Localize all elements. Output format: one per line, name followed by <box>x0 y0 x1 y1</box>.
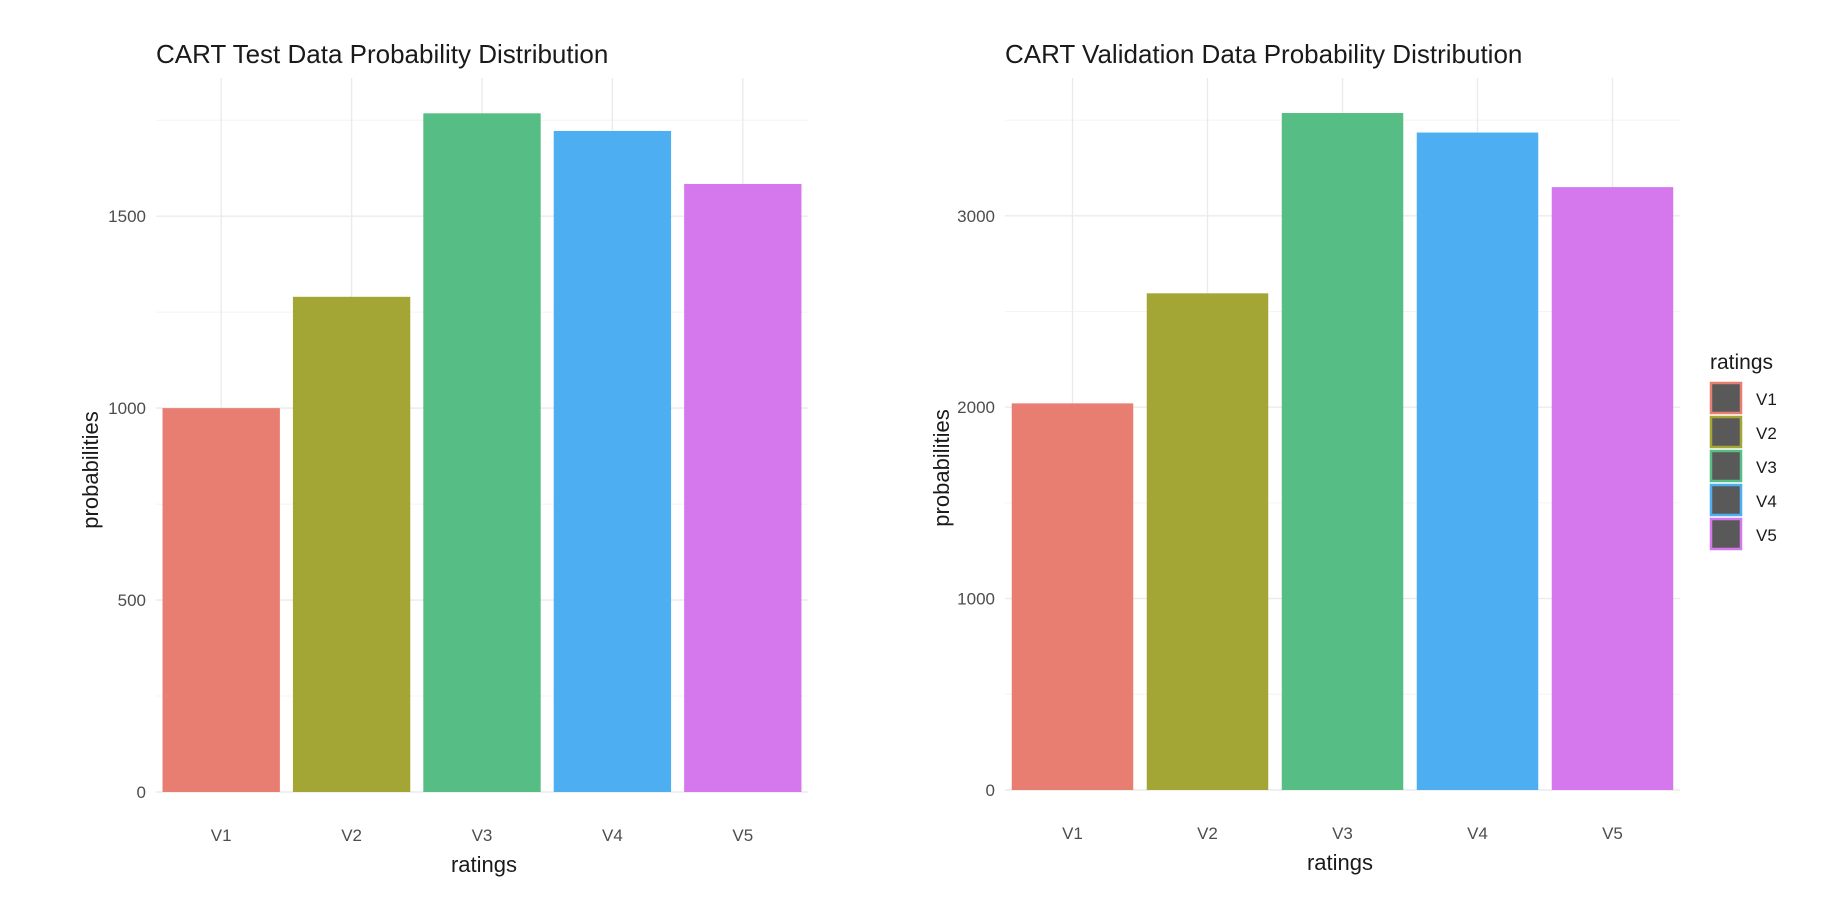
legend-title: ratings <box>1710 351 1773 374</box>
validation-chart-bar-v5 <box>1551 187 1674 790</box>
legend: ratings V1 V2 V3 V4 V5 <box>1709 351 1777 551</box>
validation-chart-x-axis-label: ratings <box>1307 850 1373 875</box>
test-chart-x-tick-label: V4 <box>602 826 623 845</box>
validation-chart-x-tick-label: V2 <box>1197 824 1218 843</box>
test-chart-x-tick-label: V1 <box>211 826 232 845</box>
test-chart-x-tick-label: V5 <box>732 826 753 845</box>
test-chart-x-tick-label: V2 <box>341 826 362 845</box>
validation-chart-x-ticks: V1 V2 V3 V4 V5 <box>1062 824 1623 843</box>
legend-key-v2 <box>1709 415 1743 449</box>
test-chart-bar-v3 <box>423 113 541 792</box>
validation-chart-y-tick-label: 2000 <box>957 398 995 417</box>
legend-key-v5 <box>1709 517 1743 551</box>
legend-label-v2: V2 <box>1756 424 1777 443</box>
validation-chart-y-tick-label: 3000 <box>957 207 995 226</box>
validation-chart-panel: CART Validation Data Probability Distrib… <box>929 39 1680 875</box>
test-chart-y-tick-label: 1500 <box>108 207 146 226</box>
legend-label-v1: V1 <box>1756 390 1777 409</box>
validation-chart-title: CART Validation Data Probability Distrib… <box>1005 39 1522 69</box>
legend-label-v3: V3 <box>1756 458 1777 477</box>
validation-chart-y-tick-label: 1000 <box>957 590 995 609</box>
test-chart-bars <box>162 113 802 793</box>
test-chart-bar-v4 <box>553 130 672 793</box>
validation-chart-y-tick-label: 0 <box>986 781 995 800</box>
validation-chart-x-tick-label: V3 <box>1332 824 1353 843</box>
test-chart-x-tick-label: V3 <box>472 826 493 845</box>
test-chart-bar-v1 <box>162 408 280 792</box>
validation-chart-y-axis-label: probabilities <box>929 409 954 526</box>
validation-chart-bar-v2 <box>1146 293 1269 790</box>
validation-chart-y-ticks: 0 1000 2000 3000 <box>957 207 995 800</box>
validation-chart-x-tick-label: V1 <box>1062 824 1083 843</box>
validation-chart-x-tick-label: V4 <box>1467 824 1488 843</box>
test-chart-y-tick-label: 1000 <box>108 399 146 418</box>
test-chart-y-axis-label: probabilities <box>78 411 103 528</box>
test-chart-x-ticks: V1 V2 V3 V4 V5 <box>211 826 753 845</box>
test-chart-y-ticks: 0 500 1000 1500 <box>108 207 146 802</box>
test-chart-y-tick-label: 500 <box>118 591 146 610</box>
test-chart-title: CART Test Data Probability Distribution <box>156 39 608 69</box>
test-chart-y-tick-label: 0 <box>137 783 146 802</box>
validation-chart-bar-v3 <box>1281 113 1404 790</box>
test-chart-bar-v5 <box>684 183 802 793</box>
legend-label-v4: V4 <box>1756 492 1777 511</box>
validation-chart-x-tick-label: V5 <box>1602 824 1623 843</box>
legend-key-v1 <box>1709 381 1743 415</box>
test-chart-x-axis-label: ratings <box>451 852 517 877</box>
legend-label-v5: V5 <box>1756 526 1777 545</box>
legend-key-v4 <box>1709 483 1743 517</box>
validation-chart-bar-v4 <box>1416 132 1539 790</box>
validation-chart-bars <box>1011 113 1674 790</box>
legend-entries: V1 V2 V3 V4 V5 <box>1709 381 1777 551</box>
legend-key-v3 <box>1709 449 1743 483</box>
validation-chart-bar-v1 <box>1011 403 1134 790</box>
test-chart-panel: CART Test Data Probability Distribution … <box>78 39 808 877</box>
test-chart-bar-v2 <box>292 296 411 792</box>
